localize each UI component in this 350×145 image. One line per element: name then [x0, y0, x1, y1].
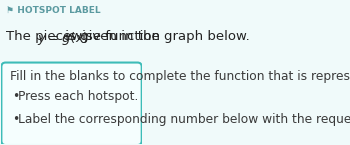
Text: The piecewise function: The piecewise function: [6, 30, 164, 43]
Text: is given in the graph below.: is given in the graph below.: [61, 30, 250, 43]
Text: Label the corresponding number below with the requested value.: Label the corresponding number below wit…: [18, 113, 350, 126]
Text: •: •: [13, 113, 20, 126]
Text: $y = g(x)$: $y = g(x)$: [37, 30, 89, 47]
Text: Fill in the blanks to complete the function that is represented by the graph.: Fill in the blanks to complete the funct…: [10, 70, 350, 83]
Text: •: •: [13, 90, 20, 103]
Text: Press each hotspot.: Press each hotspot.: [18, 90, 138, 103]
Text: ⚑ HOTSPOT LABEL: ⚑ HOTSPOT LABEL: [6, 6, 100, 15]
FancyBboxPatch shape: [1, 62, 142, 145]
